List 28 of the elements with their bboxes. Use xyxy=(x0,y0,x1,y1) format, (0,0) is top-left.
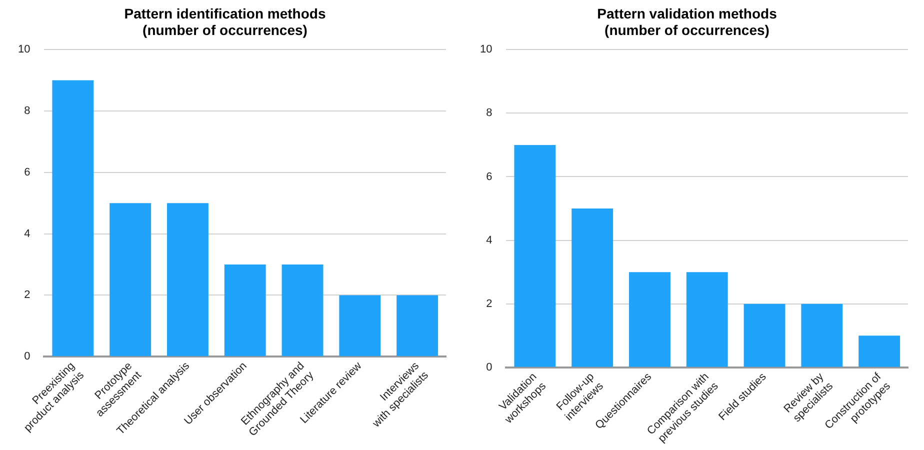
bar xyxy=(224,264,266,356)
bar xyxy=(858,336,900,367)
bar xyxy=(744,304,786,367)
bar xyxy=(396,295,438,356)
y-tick-label: 0 xyxy=(486,361,492,374)
bar xyxy=(514,144,556,367)
bar xyxy=(110,203,152,356)
y-tick-label: 10 xyxy=(480,44,492,56)
chart-title: Pattern validation methods (number of occurrences) xyxy=(597,5,778,38)
y-tick-label: 4 xyxy=(24,228,30,240)
chart-title: Pattern identification methods (number of occurrences) xyxy=(124,5,326,38)
bar xyxy=(629,272,670,367)
y-tick-label: 2 xyxy=(24,289,30,302)
y-tick-label: 2 xyxy=(486,298,492,310)
bar xyxy=(339,295,381,356)
y-tick-label: 10 xyxy=(18,44,30,56)
bar xyxy=(167,203,208,356)
bar xyxy=(686,272,728,367)
y-tick-label: 6 xyxy=(486,170,492,183)
bar xyxy=(282,264,324,356)
y-tick-label: 4 xyxy=(486,234,492,246)
y-tick-label: 8 xyxy=(24,105,30,118)
y-tick-label: 0 xyxy=(24,350,30,363)
bar xyxy=(572,208,614,367)
y-tick-label: 6 xyxy=(24,166,30,178)
y-tick-label: 8 xyxy=(486,107,492,120)
bar xyxy=(801,304,843,367)
bar xyxy=(52,80,94,356)
